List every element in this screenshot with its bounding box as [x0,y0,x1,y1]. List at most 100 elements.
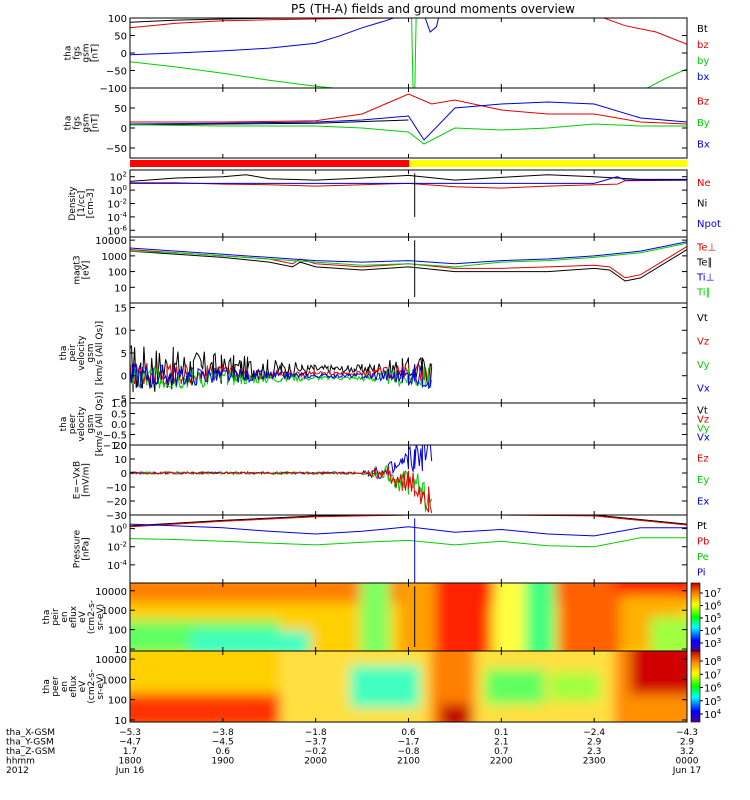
y-tick-label: 15 [114,304,127,315]
panel-frame [129,402,688,446]
x-axis-value: −3.7 [305,738,327,748]
y-tick-label: 100 [108,696,127,707]
y-axis-label: magt3 [73,255,83,284]
legend-Vy: Vy [697,360,710,371]
x-axis-row-label: 2012 [6,766,29,776]
y-tick-label: −50 [106,67,127,78]
panel-plot-pressure [130,515,687,583]
y-axis-label: sr-eV) [96,673,106,699]
y-tick-label: 10 [114,455,127,466]
y-tick-label: 10-2 [107,198,127,211]
spectrogram-cell [650,617,687,651]
y-axis-label: [nT] [91,44,101,62]
colorbar-label: 106 [704,600,722,613]
y-axis-label: [eV] [82,261,92,280]
mode-bar-red [130,160,410,167]
y-tick-label: −10 [106,483,127,494]
colorbar-label: 107 [704,668,721,681]
y-axis-label: en [60,681,70,692]
y-tick-label: 1000 [102,606,127,617]
y-tick-label: 10-6 [107,224,127,237]
x-axis-value: 2.3 [587,747,601,757]
legend-Bz: Bz [697,97,709,108]
y-tick-label: 1000 [102,675,127,686]
y-tick-label: −1.0 [103,441,127,452]
figure-title: P5 (TH-A) fields and ground moments over… [291,2,575,16]
legend-Bx: Bx [697,139,710,150]
x-axis-value: −3.8 [212,728,234,738]
y-tick-label: 100 [108,14,127,25]
x-axis-value: 2100 [397,757,420,767]
y-axis-label: velocity [77,406,87,442]
y-tick-label: 0 [121,372,127,383]
colorbar-label: 105 [704,612,721,625]
x-axis-value: 2300 [583,757,606,767]
series-green-line [411,18,417,88]
y-axis-label: gsm [82,113,92,132]
panel-plot-efield [130,445,433,514]
x-axis-value: −0.8 [398,747,420,757]
y-axis-label: velocity [77,335,87,371]
y-tick-label: 10000 [95,236,127,247]
series-blue-line [130,18,395,56]
series-blue-line [130,241,687,265]
panel-peir-velocity: 15 10 5 0 −5 tha peir velocity gsm [km/s (All Qs)… [59,302,710,405]
x-axis-value: 2200 [490,757,513,767]
colorbar-label: 106 [704,682,722,695]
legend-bx: bx [697,72,709,83]
x-axis-value: Jun 17 [672,766,701,776]
series-green-line [130,61,339,88]
panel-plot-peer-eflux [130,651,687,722]
spectrogram-cell [485,668,545,705]
legend-Ne: Ne [697,178,711,189]
x-axis-value: 0.6 [401,728,416,738]
x-axis-labels: tha_X-GSMtha_Y-GSMtha_Z-GSMhhmm2012−5.3−… [6,728,701,776]
x-axis-value: 0.6 [216,747,231,757]
x-axis-value: −4.7 [119,738,141,748]
legend-Te∥: Te∥ [696,258,713,269]
y-tick-label: 20 [114,441,127,452]
x-axis-row-label: tha_Z-GSM [6,747,55,757]
legend-Bt: Bt [697,24,708,35]
y-tick-label: −100 [100,84,127,95]
panel-plot-density [130,173,687,217]
colorbar-label: 105 [704,695,721,708]
series-green-line [130,537,687,548]
y-tick-label: 10-4 [107,559,127,572]
legend-by: by [697,56,709,67]
colorbar-label: 103 [704,637,721,650]
y-axis-label: peir [68,344,78,362]
mode-bar-yellow [409,160,687,167]
spectrogram [130,651,687,722]
series-blue-line [130,101,687,141]
y-tick-label: 0 [121,124,127,135]
series-red-line [130,179,687,189]
series-blue-line [130,523,687,537]
y-axis-label: tha [42,679,52,694]
panel-fgs-gsm-wide: 100 50 0 −50 −100 tha fgs gsm [nT] Bt bz by bx [64,14,710,95]
y-tick-label: 10-4 [107,211,127,224]
y-axis-label: eV [78,610,88,623]
y-tick-label: 10 [114,645,127,656]
legend-Vz: Vz [697,336,709,347]
panel-frame [129,17,688,89]
y-tick-label: 102 [110,171,127,184]
x-axis-value: −2.4 [583,728,605,738]
series-blue-line [424,18,440,33]
x-axis-value: 2.1 [494,738,508,748]
x-axis-value: 1800 [119,757,142,767]
y-tick-label: 1.0 [111,399,127,410]
legend-Vt: Vt [697,406,708,417]
y-tick-label: 50 [114,104,127,115]
y-axis-label: E=−VxB [73,461,83,499]
x-axis-value: 0.1 [494,728,508,738]
legend-Ti∥: Ti∥ [696,288,711,299]
spectrogram-cell [440,704,470,722]
y-axis-label: tha [59,417,69,432]
spectrogram-cell [525,583,555,651]
x-axis-value: −1.8 [305,728,327,738]
x-axis-value: −1.7 [398,738,420,748]
spectrogram-cell [400,583,440,651]
y-tick-label: 100 [108,626,127,637]
series-red-line [130,245,687,279]
